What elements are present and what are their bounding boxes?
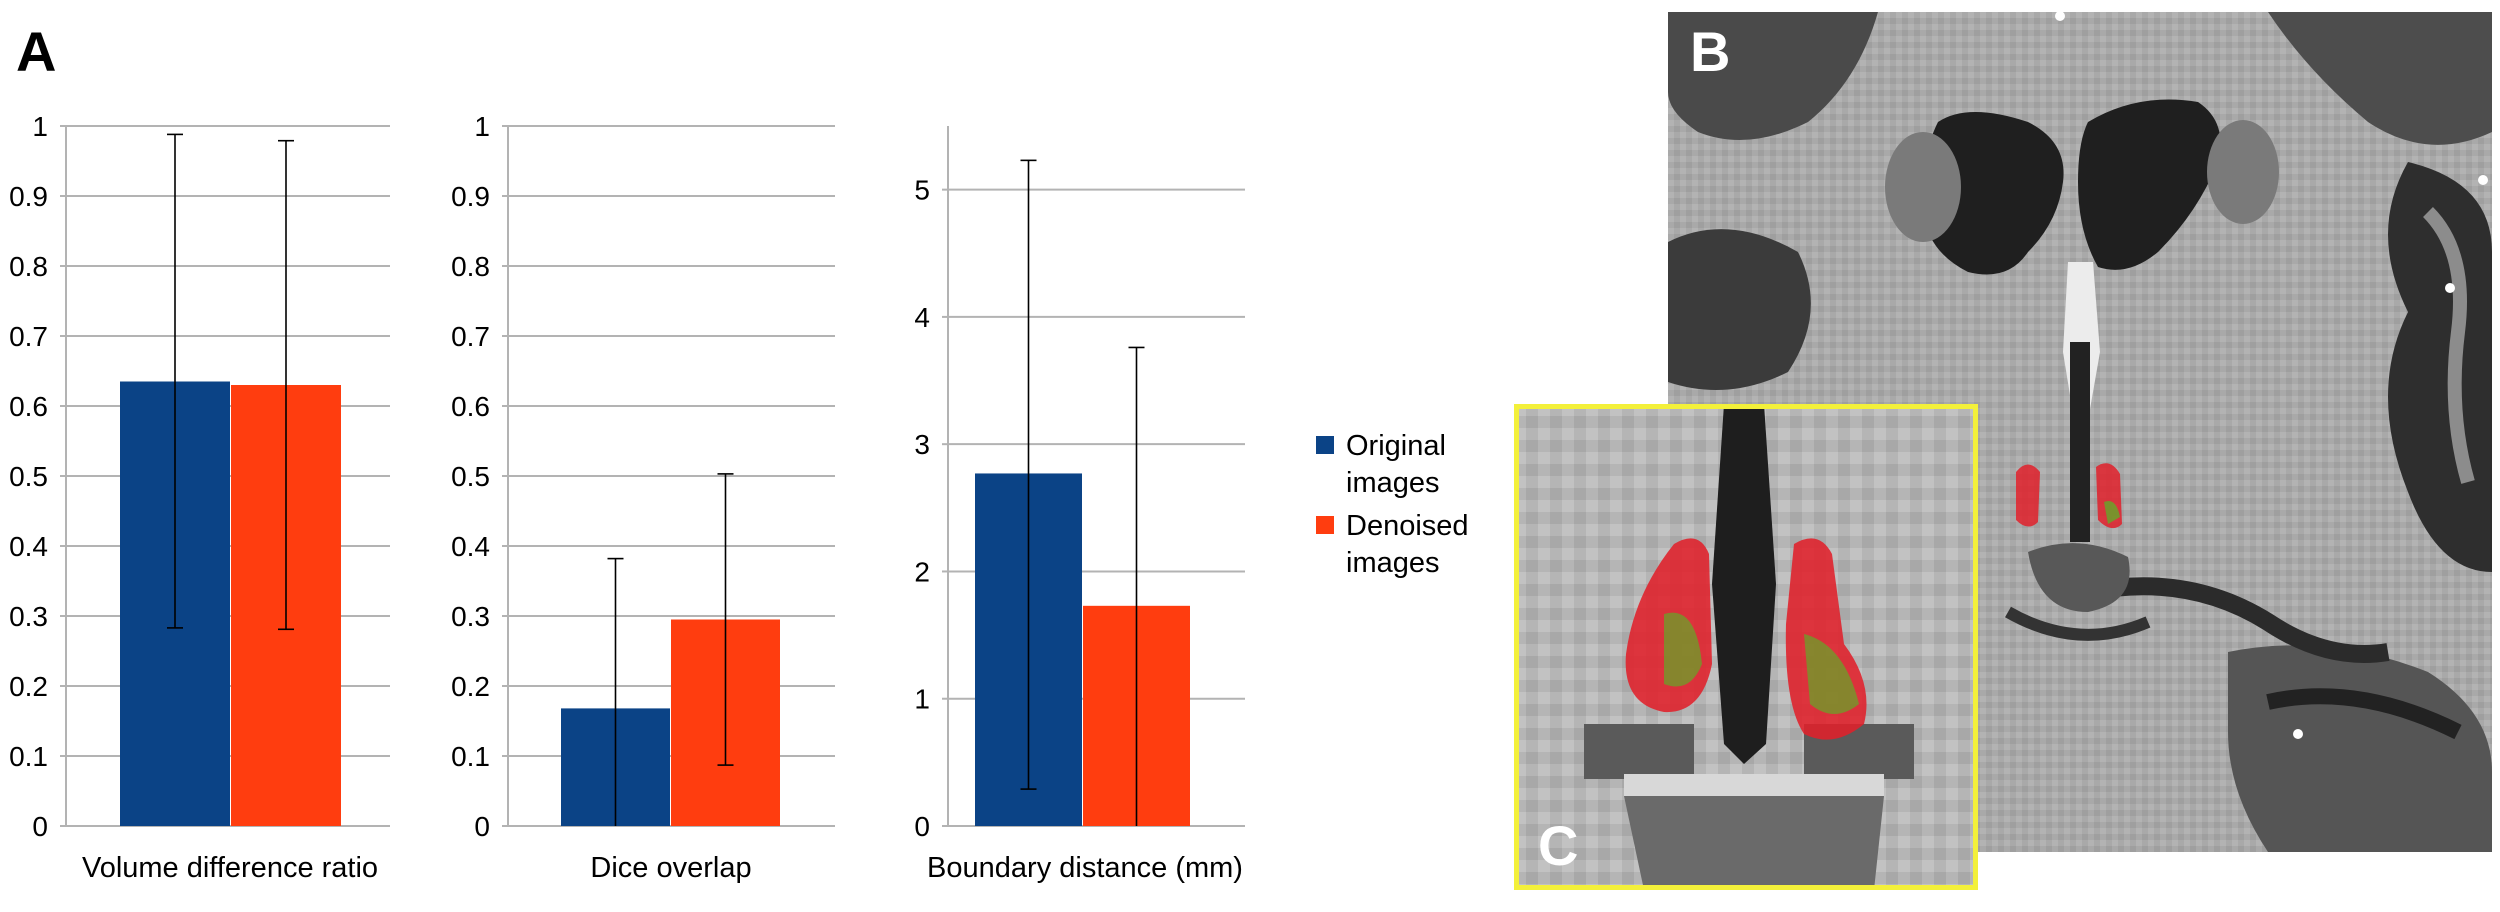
y-tick-label: 0 xyxy=(914,811,930,842)
bright-spot-3 xyxy=(2445,283,2455,293)
temporal-sulcus xyxy=(2266,688,2462,740)
inset-midline xyxy=(1712,404,1776,764)
panel-label-a: A xyxy=(16,20,57,83)
y-tick-label: 0.3 xyxy=(9,601,48,632)
x-axis-label: Boundary distance (mm) xyxy=(927,852,1243,884)
cortex-right-gyrus xyxy=(2422,207,2475,484)
y-tick-label: 0.2 xyxy=(451,671,490,702)
segmentation-right-green xyxy=(1804,634,1859,714)
bright-spot-2 xyxy=(2478,175,2488,185)
legend: Original images Denoised images xyxy=(1316,428,1496,588)
inset-lower-dark xyxy=(1624,796,1884,890)
segmentation-small-left xyxy=(2016,464,2040,527)
y-tick-label: 0.8 xyxy=(451,251,490,282)
y-tick-label: 0.2 xyxy=(9,671,48,702)
y-tick-label: 5 xyxy=(914,175,930,206)
inset-bright-strip xyxy=(1624,774,1884,796)
lateral-ventricle-left xyxy=(1922,112,2064,275)
y-tick-label: 1 xyxy=(474,111,490,142)
midline-dark xyxy=(2070,342,2090,542)
hypothalamic-region xyxy=(2028,543,2130,612)
inset-border xyxy=(1514,404,1978,890)
y-tick-label: 0.8 xyxy=(9,251,48,282)
y-tick-label: 1 xyxy=(32,111,48,142)
legend-item-original: Original images xyxy=(1316,428,1496,502)
y-tick-label: 0.9 xyxy=(451,181,490,212)
legend-label-denoised: Denoised images xyxy=(1346,510,1469,579)
cortex-right-top xyxy=(2268,12,2492,145)
legend-item-denoised: Denoised images xyxy=(1316,508,1496,582)
mri-zoom-inset xyxy=(1514,404,1978,890)
y-tick-label: 0 xyxy=(32,811,48,842)
caudate-left xyxy=(1885,132,1961,242)
x-axis-label: Dice overlap xyxy=(590,852,751,884)
y-tick-label: 4 xyxy=(914,302,930,333)
y-tick-label: 2 xyxy=(914,556,930,587)
y-tick-label: 1 xyxy=(914,684,930,715)
panel-label-c: C xyxy=(1538,814,1579,877)
y-tick-label: 0.1 xyxy=(451,741,490,772)
y-tick-label: 0.5 xyxy=(9,461,48,492)
y-tick-label: 0.6 xyxy=(451,391,490,422)
cortex-left-fold xyxy=(1668,229,1811,390)
y-tick-label: 0.6 xyxy=(9,391,48,422)
y-tick-label: 0.1 xyxy=(9,741,48,772)
caudate-right xyxy=(2207,120,2279,224)
optic-tract xyxy=(2005,606,2151,641)
bright-spot-1 xyxy=(2055,12,2065,21)
segmentation-small-green xyxy=(2104,501,2120,524)
y-tick-label: 0.3 xyxy=(451,601,490,632)
legend-swatch-original xyxy=(1316,436,1334,454)
x-axis-label: Volume difference ratio xyxy=(82,852,378,884)
lateral-ventricle-right xyxy=(2078,99,2221,270)
sylvian-fissure xyxy=(2086,577,2390,663)
y-tick-label: 0.4 xyxy=(9,531,48,562)
y-tick-label: 0.4 xyxy=(451,531,490,562)
panel-label-b: B xyxy=(1690,20,1731,83)
inset-dark-band-left xyxy=(1584,724,1694,779)
y-tick-label: 0.9 xyxy=(9,181,48,212)
legend-label-original: Original images xyxy=(1346,430,1446,499)
bright-spot-4 xyxy=(2293,729,2303,739)
bar-charts: 0 0.1 0.2 0.3 0.4 0.5 0.6 0.7 0.8 0.9 1 Volume diff… xyxy=(9,111,1245,884)
legend-swatch-denoised xyxy=(1316,516,1334,534)
cortex-left-top xyxy=(1668,12,1878,140)
y-tick-label: 0.7 xyxy=(9,321,48,352)
y-tick-label: 0.7 xyxy=(451,321,490,352)
y-tick-label: 0.5 xyxy=(451,461,490,492)
segmentation-left-green xyxy=(1664,612,1702,687)
y-tick-label: 0 xyxy=(474,811,490,842)
y-tick-label: 3 xyxy=(914,429,930,460)
